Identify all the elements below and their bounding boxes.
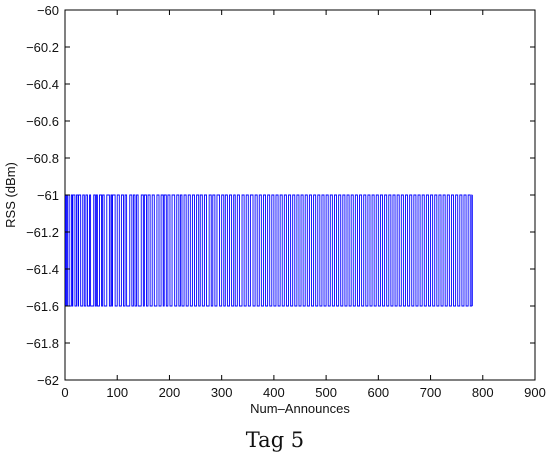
x-tick-label: 800 xyxy=(472,385,494,400)
y-tick-label: −60.2 xyxy=(26,40,59,55)
y-tick-label: −61.4 xyxy=(26,262,59,277)
x-tick-label: 600 xyxy=(367,385,389,400)
y-tick-label: −60.4 xyxy=(26,77,59,92)
y-tick-label: −60.8 xyxy=(26,151,59,166)
axis-ticks: 0 100 200 300 400 500 600 700 800 900 −60 −60.2 −60.… xyxy=(26,3,546,400)
y-tick-label: −62 xyxy=(37,373,59,388)
y-tick-label: −60 xyxy=(37,3,59,18)
x-tick-label: 300 xyxy=(211,385,233,400)
y-tick-label: −61.6 xyxy=(26,299,59,314)
y-tick-label: −61.8 xyxy=(26,336,59,351)
x-tick-label: 400 xyxy=(263,385,285,400)
data-series xyxy=(65,194,473,307)
y-tick-label: −60.6 xyxy=(26,114,59,129)
x-tick-label: 100 xyxy=(106,385,128,400)
y-tick-label: −61.2 xyxy=(26,225,59,240)
figure-caption: Tag 5 xyxy=(245,428,305,452)
x-tick-label: 500 xyxy=(315,385,337,400)
y-axis-label: RSS (dBm) xyxy=(3,162,18,228)
x-tick-label: 200 xyxy=(159,385,181,400)
rss-series-line xyxy=(65,194,473,307)
x-tick-label: 0 xyxy=(61,385,68,400)
x-tick-label: 900 xyxy=(524,385,546,400)
y-tick-label: −61 xyxy=(37,188,59,203)
x-axis-label: Num–Announces xyxy=(250,401,350,416)
x-tick-label: 700 xyxy=(420,385,442,400)
